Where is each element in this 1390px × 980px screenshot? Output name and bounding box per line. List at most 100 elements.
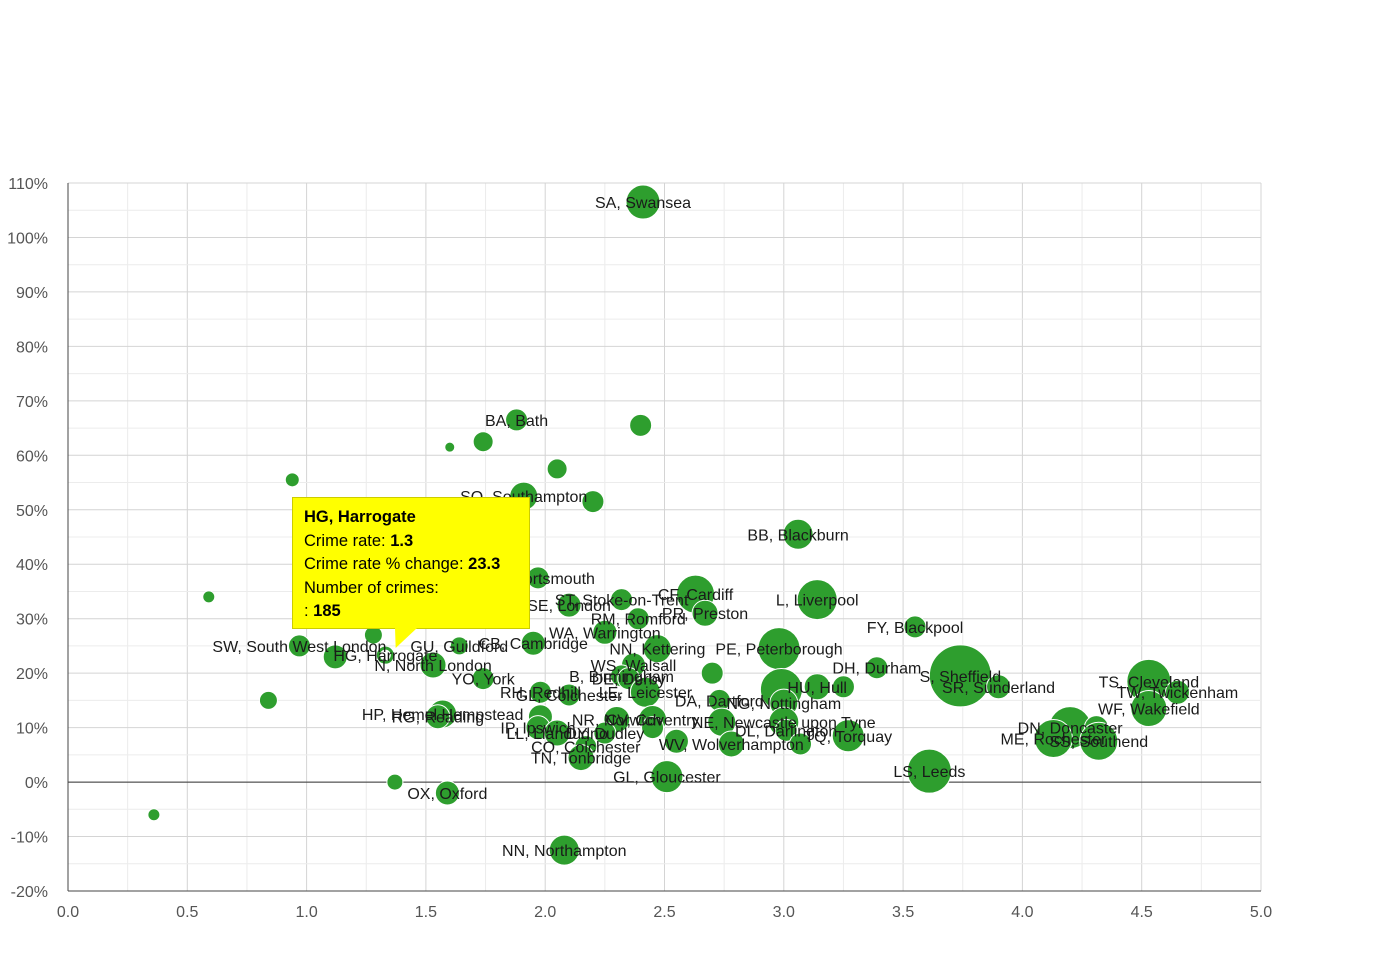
x-tick-label: 2.5 [653,904,675,921]
y-tick-label: 50% [16,503,48,520]
bubble-label: TW, Twickenham [1117,685,1239,702]
tooltip-change-value: 23.3 [468,555,501,573]
x-tick-label: 1.5 [415,904,437,921]
bubble-label: L, Liverpool [776,593,859,610]
bubble-label: WF, Wakefield [1098,702,1200,719]
bubble-label: S, Sheffield [920,669,1002,686]
bubble-label: NE, Newcastle upon Tyne [692,715,876,732]
y-tick-label: 100% [7,230,48,247]
y-tick-label: 10% [16,721,48,738]
bubble-point [642,634,672,664]
bubble-point [641,716,665,740]
bubble-point [625,184,661,220]
bubble-label: DY, Dudley [565,726,644,743]
bubble-label: PE, Peterborough [715,642,842,659]
bubble-point [903,615,927,639]
bubble-label: B, Birmingham [569,669,674,686]
bubble-point [444,441,456,453]
bubble-point [434,780,460,806]
bubble-label: SW, South West London [212,639,386,656]
y-tick-label: -20% [11,884,48,901]
bubble-point [528,680,552,704]
bubble-point [1033,719,1073,759]
bubble-label: NR, Norwich [572,712,662,729]
bubble-label: OX, Oxford [407,786,487,803]
x-tick-label: 4.0 [1011,904,1033,921]
bubble-point [471,667,495,691]
y-tick-label: 40% [16,557,48,574]
bubble-point [592,619,618,645]
bubble-label: RH, Redhill [500,685,581,702]
bubble-label: TQ, Torquay [804,729,892,746]
bubble-point [663,728,689,754]
bubble-label: TS, Cleveland [1099,674,1200,691]
bubble-point [386,773,404,791]
bubble-point [543,719,571,747]
y-tick-label: 60% [16,448,48,465]
bubble-label: WA, Warrington [549,625,661,642]
bubble-label: DN, Doncaster [1018,721,1124,738]
bubble-label: NG, Nottingham [726,696,841,713]
bubble-label: GU, Guildford [410,639,508,656]
bubble-label: DA, Dartford [675,693,764,710]
bubble-label: GL, Gloucester [613,770,721,787]
x-tick-label: 0.0 [57,904,79,921]
bubble-point [419,651,447,679]
x-tick-label: 0.5 [176,904,198,921]
bubble-label: FY, Blackpool [867,620,964,637]
axes: 0.0 0.5 1.0 1.5 2.0 2.5 3.0 3.5 4.0 4.5 5.0 -20% -10… [7,176,1272,921]
y-tick-label: 20% [16,666,48,683]
x-tick-label: 3.0 [773,904,795,921]
bubble-point [789,732,813,756]
x-tick-label: 1.0 [295,904,317,921]
bubbles [147,184,1190,866]
bubble-label: TN, Tonbridge [531,751,631,768]
bubble-label: SR, Sunderland [942,680,1055,697]
bubble-label: HU, Hull [787,680,847,697]
tooltip-change-label: Crime rate % change: [304,555,469,573]
bubble-point [1164,679,1190,705]
y-tick-label: 80% [16,339,48,356]
bubble-label: BB, Blackburn [747,527,848,544]
bubble-label: ME, Rochester [1001,732,1107,749]
bubble-point [928,644,992,708]
bubble-point [505,408,529,432]
bubble-point [556,592,582,618]
bubble-point [557,683,581,707]
bubble-point [1079,721,1119,761]
bubble-label: HP, Hemel Hempstead [362,707,524,724]
bubble-label: BA, Bath [485,413,548,430]
bubble-label: LE, Leicester [599,685,693,702]
tooltip-rate-label: Crime rate: [304,531,391,550]
bubble-label: SA, Swansea [595,195,691,212]
bubble-point [425,704,451,730]
bubble-label: DL, Darlington [735,723,837,740]
bubble-point [629,413,653,437]
bubble-label: CV, Coventry [606,712,700,729]
bubble-label: GL, Colchester [516,688,623,705]
tooltip-count-label: Number of crimes: [304,578,439,597]
bubble-point [796,579,838,621]
bubble-point [147,808,161,822]
bubble-label: ST, Stoke-on-Trent [555,593,689,610]
tooltip-rate-value: 1.3 [390,531,414,550]
bubble-label: CF, Cardiff [658,587,734,604]
bubble-point [376,646,394,664]
bubble-label: LL, Llandudno [506,726,608,743]
bubble-label: PR, Preston [662,606,748,623]
bubble-point [831,719,865,753]
bubble-label: SE, London [527,598,611,615]
bubble-point [831,675,855,699]
bubble-point [548,834,580,866]
tooltip-count-value: 185 [313,602,341,620]
x-tick-label: 3.5 [892,904,914,921]
bubble-point [986,674,1012,700]
bubble-point [650,760,684,794]
y-tick-label: 0% [25,775,48,792]
x-tick-label: 5.0 [1250,904,1272,921]
bubble-label: RG, Reading [392,710,485,727]
bubble-point [284,472,300,488]
y-tick-label: 30% [16,612,48,629]
y-tick-label: 70% [16,394,48,411]
